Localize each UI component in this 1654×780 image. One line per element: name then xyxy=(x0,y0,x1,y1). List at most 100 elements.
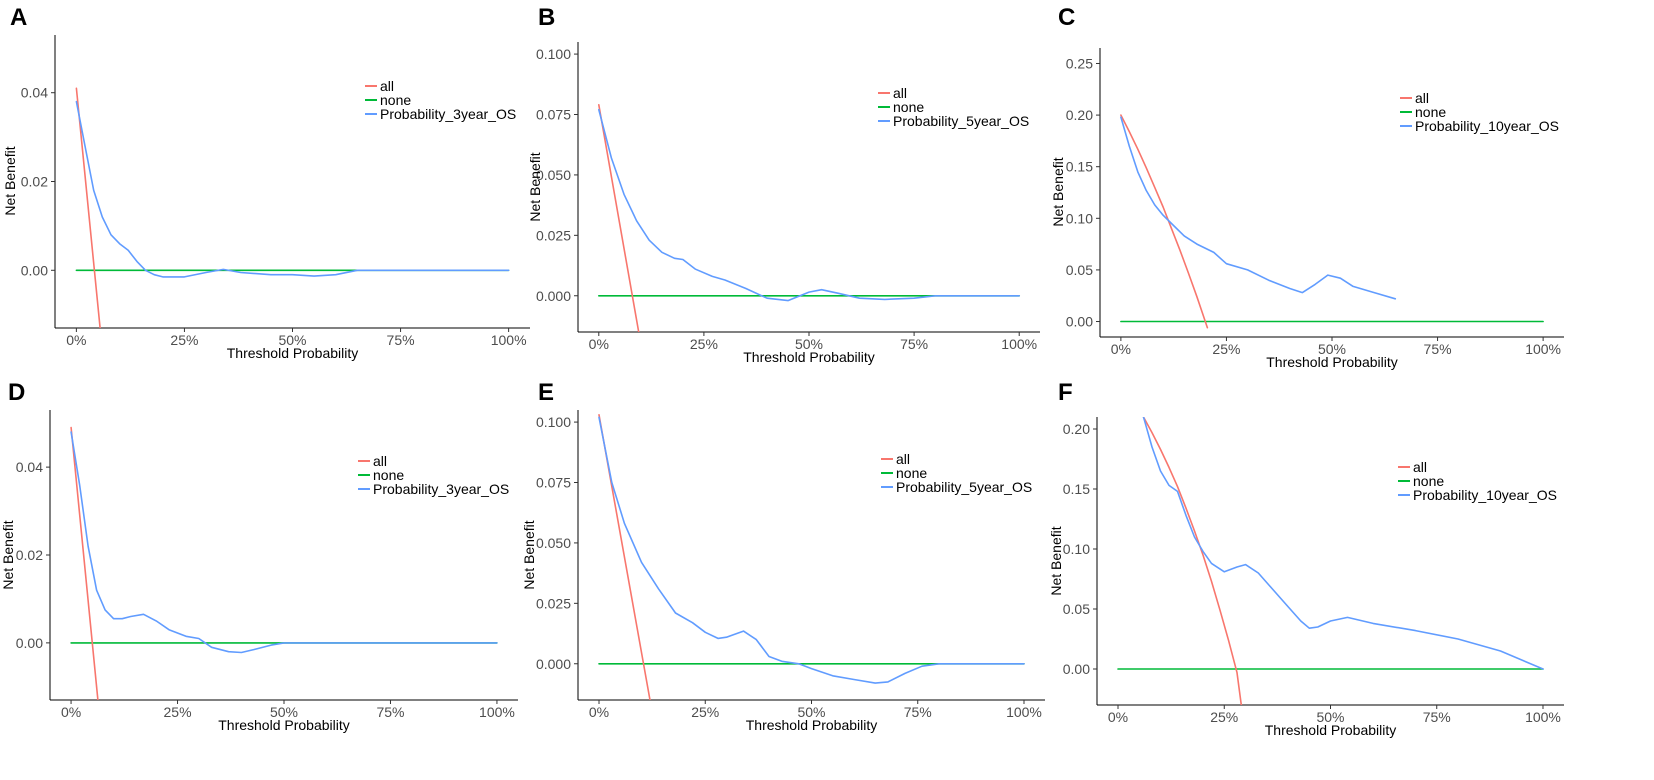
x-tick-label: 100% xyxy=(1001,336,1037,352)
y-tick-label: 0.04 xyxy=(21,85,48,101)
x-tick-label: 25% xyxy=(170,332,198,348)
legend-label: Probability_3year_OS xyxy=(380,106,516,122)
y-tick-label: 0.000 xyxy=(536,288,571,304)
y-axis-title: Net Benefit xyxy=(2,146,18,215)
y-tick-label: 0.10 xyxy=(1063,541,1090,557)
series-line-model xyxy=(70,431,498,654)
x-tick-label: 75% xyxy=(900,336,928,352)
series-line-all xyxy=(598,104,640,332)
series-line-all xyxy=(1142,417,1243,705)
x-tick-label: 25% xyxy=(690,336,718,352)
x-axis-title: Threshold Probability xyxy=(1266,354,1398,370)
legend-label: Probability_10year_OS xyxy=(1413,487,1557,503)
x-tick-label: 0% xyxy=(589,336,609,352)
series-line-all xyxy=(75,87,101,328)
series-line-model xyxy=(1142,417,1544,670)
legend-label: Probability_3year_OS xyxy=(373,481,509,497)
chart-panel-f: F 0.00 0.05 0.10 0.15 0.20 0% 25% 50% 75% 100% Thre… xyxy=(1048,379,1564,738)
x-tick-label: 100% xyxy=(1525,709,1561,725)
legend-label: none xyxy=(380,92,411,108)
x-tick-label: 75% xyxy=(1424,341,1452,357)
x-tick-label: 25% xyxy=(1210,709,1238,725)
legend-label: all xyxy=(1415,90,1429,106)
y-axis-title: Net Benefit xyxy=(521,520,537,589)
x-tick-label: 100% xyxy=(491,332,527,348)
legend-label: all xyxy=(380,78,394,94)
x-tick-label: 25% xyxy=(1212,341,1240,357)
panel-label-f: F xyxy=(1058,379,1073,406)
y-tick-label: 0.20 xyxy=(1066,107,1093,123)
x-tick-label: 25% xyxy=(164,704,192,720)
series-line-model xyxy=(75,100,510,278)
y-tick-label: 0.10 xyxy=(1066,210,1093,226)
series-line-all xyxy=(1120,114,1209,329)
x-tick-label: 50% xyxy=(795,336,823,352)
x-tick-label: 75% xyxy=(904,704,932,720)
legend-label: none xyxy=(893,99,924,115)
y-tick-label: 0.05 xyxy=(1063,601,1090,617)
y-tick-label: 0.02 xyxy=(16,547,43,563)
x-tick-label: 75% xyxy=(1423,709,1451,725)
legend-label: all xyxy=(893,85,907,101)
panel-label-a: A xyxy=(10,4,27,31)
x-tick-label: 100% xyxy=(479,704,515,720)
x-tick-label: 50% xyxy=(1318,341,1346,357)
x-tick-label: 100% xyxy=(1525,341,1561,357)
series-line-model xyxy=(598,108,1020,302)
y-tick-label: 0.100 xyxy=(536,46,571,62)
y-axis-title: Net Benefit xyxy=(1050,157,1066,226)
x-axis-title: Threshold Probability xyxy=(218,717,350,733)
y-tick-label: 0.025 xyxy=(536,595,571,611)
series-line-all xyxy=(70,426,99,700)
panel-label-e: E xyxy=(538,379,554,406)
legend-label: all xyxy=(1413,459,1427,475)
y-axis-title: Net Benefit xyxy=(527,152,543,221)
y-tick-label: 0.04 xyxy=(16,459,43,475)
y-tick-label: 0.15 xyxy=(1066,159,1093,175)
legend-label: none xyxy=(1413,473,1444,489)
x-tick-label: 50% xyxy=(270,704,298,720)
x-tick-label: 0% xyxy=(66,332,86,348)
y-tick-label: 0.02 xyxy=(21,174,48,190)
y-tick-label: 0.00 xyxy=(16,635,43,651)
x-axis-title: Threshold Probability xyxy=(743,349,875,365)
y-axis-title: Net Benefit xyxy=(1048,526,1064,595)
legend-label: none xyxy=(896,465,927,481)
y-tick-label: 0.025 xyxy=(536,227,571,243)
x-tick-label: 100% xyxy=(1006,704,1042,720)
legend-label: Probability_5year_OS xyxy=(893,113,1029,129)
legend-label: Probability_5year_OS xyxy=(896,479,1032,495)
x-tick-label: 0% xyxy=(1111,341,1131,357)
y-tick-label: 0.00 xyxy=(1066,314,1093,330)
panel-label-d: D xyxy=(8,379,25,406)
y-tick-label: 0.00 xyxy=(21,262,48,278)
legend-label: none xyxy=(373,467,404,483)
y-tick-label: 0.15 xyxy=(1063,481,1090,497)
y-tick-label: 0.000 xyxy=(536,656,571,672)
x-tick-label: 50% xyxy=(278,332,306,348)
legend-label: none xyxy=(1415,104,1446,120)
x-tick-label: 25% xyxy=(691,704,719,720)
x-axis-title: Threshold Probability xyxy=(227,345,359,361)
chart-panel-e: E 0.000 0.025 0.050 0.075 0.100 0% 25% 50% 75% 100… xyxy=(521,379,1045,733)
panel-label-c: C xyxy=(1058,4,1075,31)
chart-panel-c: C 0.00 0.05 0.10 0.15 0.20 0.25 0% 25% 50% 75% 100%… xyxy=(1050,4,1564,370)
y-tick-label: 0.050 xyxy=(536,535,571,551)
x-tick-label: 0% xyxy=(61,704,81,720)
y-tick-label: 0.00 xyxy=(1063,661,1090,677)
legend-label: Probability_10year_OS xyxy=(1415,118,1559,134)
y-tick-label: 0.075 xyxy=(536,475,571,491)
y-tick-label: 0.100 xyxy=(536,414,571,430)
y-axis-title: Net Benefit xyxy=(0,520,16,589)
x-tick-label: 50% xyxy=(1316,709,1344,725)
series-line-model xyxy=(598,416,1025,684)
legend-label: all xyxy=(373,453,387,469)
x-tick-label: 0% xyxy=(589,704,609,720)
chart-panel-d: D 0.00 0.02 0.04 0% 25% 50% 75% 100% Threshold Pr… xyxy=(0,379,518,733)
